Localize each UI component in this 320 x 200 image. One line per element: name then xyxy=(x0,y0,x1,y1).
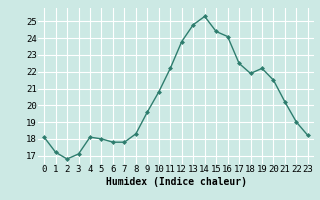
X-axis label: Humidex (Indice chaleur): Humidex (Indice chaleur) xyxy=(106,177,246,187)
